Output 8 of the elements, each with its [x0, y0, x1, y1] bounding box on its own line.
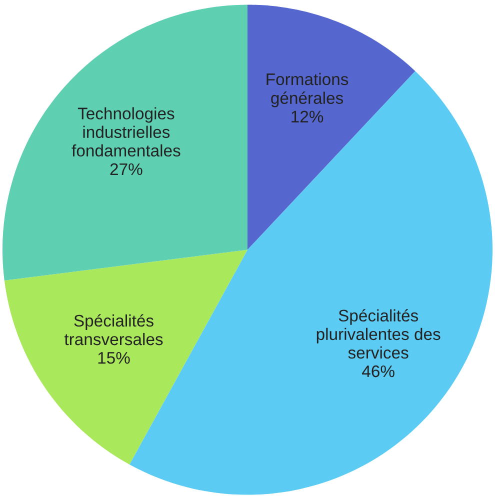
data-label: 12%	[292, 110, 324, 122]
slice-label: Spécialités plurivalentes des services	[316, 309, 440, 359]
data-label: 46%	[362, 365, 394, 378]
data-label: 15%	[98, 352, 130, 364]
slice-label: Formations générales	[266, 72, 348, 108]
slice-label: Spécialités transversales	[64, 314, 163, 346]
slice-label: Technologies industrielles fondamentales	[72, 107, 180, 157]
data-label: 27%	[110, 163, 142, 176]
